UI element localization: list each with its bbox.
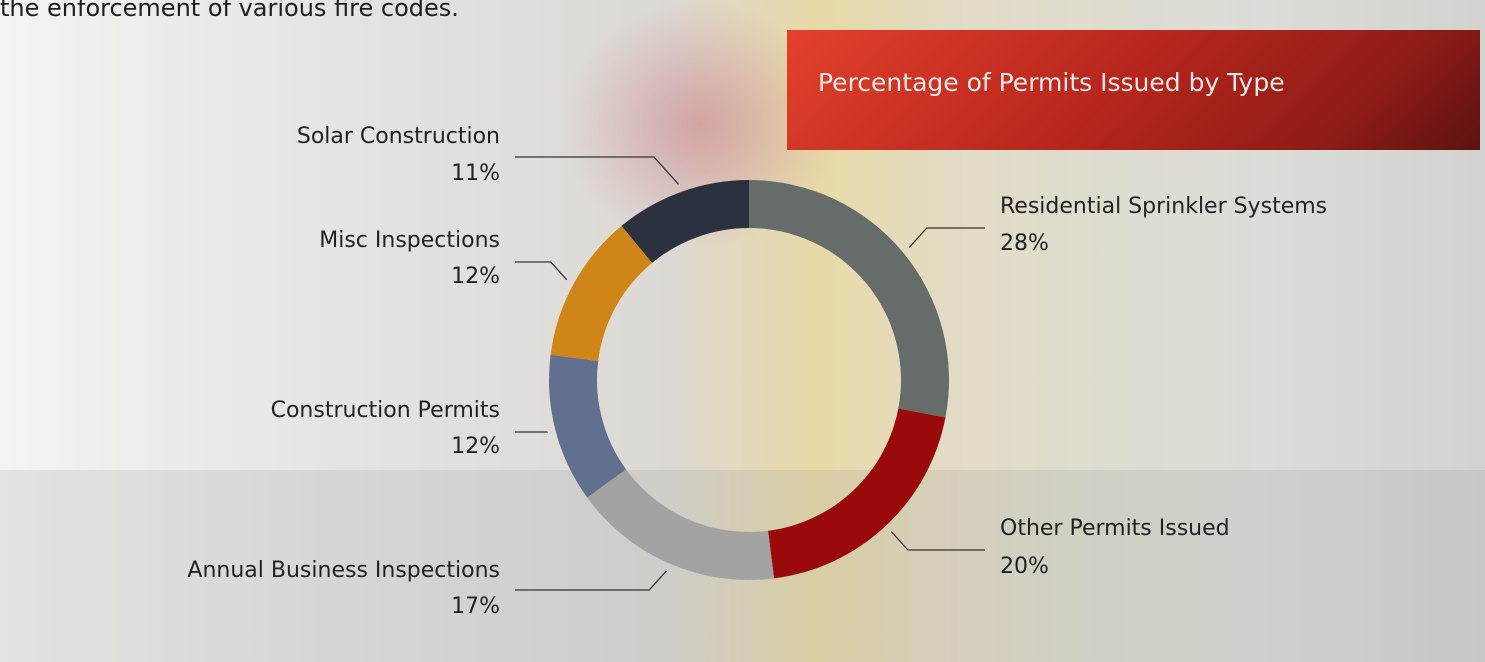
donut-segment bbox=[549, 355, 626, 498]
donut-segment bbox=[587, 469, 774, 580]
slice-label: Other Permits Issued bbox=[1000, 516, 1230, 541]
leader-line bbox=[515, 157, 679, 184]
slice-value-label: 11% bbox=[451, 161, 500, 186]
slice-label: Solar Construction bbox=[297, 124, 500, 149]
slice-label: Construction Permits bbox=[271, 398, 500, 423]
donut-segment bbox=[768, 408, 945, 578]
leader-line bbox=[515, 262, 567, 280]
donut-segment bbox=[749, 180, 949, 417]
slice-value-label: 12% bbox=[451, 434, 500, 459]
leader-line bbox=[515, 571, 666, 590]
donut-segment bbox=[551, 226, 653, 361]
slice-value-label: 28% bbox=[1000, 231, 1049, 256]
chart: Residential Sprinkler Systems 28% Other Pe… bbox=[0, 0, 1485, 662]
slice-value-label: 17% bbox=[451, 594, 500, 619]
leader-line bbox=[909, 228, 985, 247]
leader-line bbox=[891, 532, 985, 550]
page: {"page": {"intro_text": "the enforcement… bbox=[0, 0, 1485, 662]
slice-label: Annual Business Inspections bbox=[187, 558, 500, 583]
slice-label: Residential Sprinkler Systems bbox=[1000, 194, 1327, 219]
slice-value-label: 20% bbox=[1000, 554, 1049, 579]
slice-value-label: 12% bbox=[451, 264, 500, 289]
slice-label: Misc Inspections bbox=[319, 228, 500, 253]
